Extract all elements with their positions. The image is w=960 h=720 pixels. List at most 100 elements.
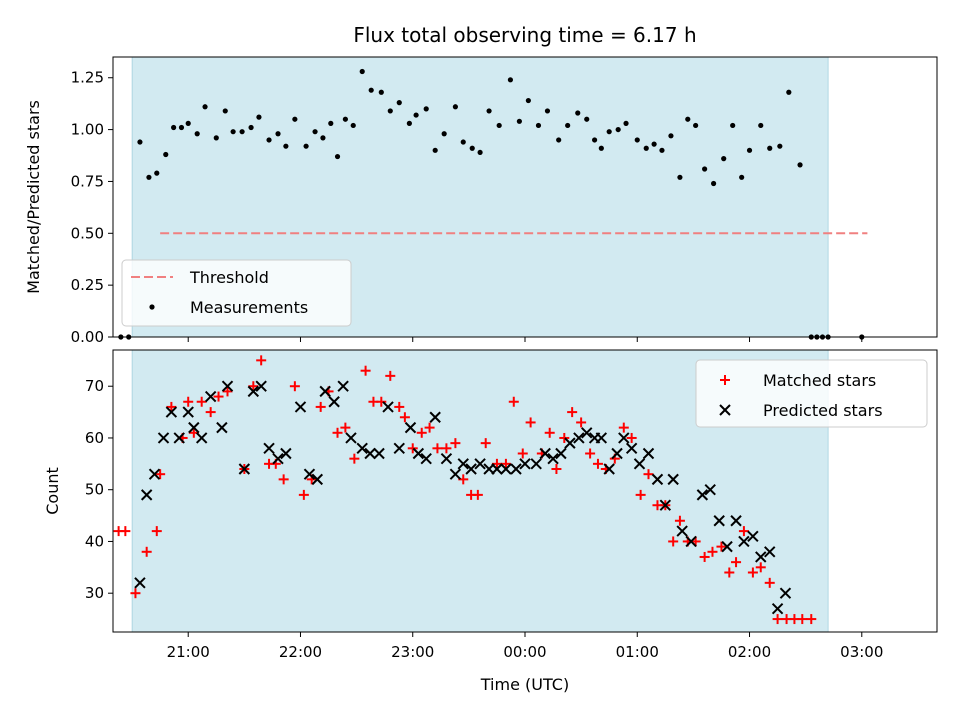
top-y-tick-label: 1.25 <box>71 69 104 87</box>
matched-star-point <box>256 355 267 366</box>
matched-star-point <box>716 541 727 552</box>
predicted-star-point <box>539 447 551 460</box>
matched-star-point <box>738 526 749 537</box>
matched-star-point <box>332 427 343 438</box>
matched-star-point <box>472 489 483 500</box>
predicted-star-point <box>491 463 503 475</box>
predicted-star-point <box>382 401 394 413</box>
measurement-point <box>486 108 492 114</box>
bottom-y-tick-label: 60 <box>85 429 104 447</box>
bottom-y-tick-label: 30 <box>85 584 104 602</box>
predicted-star-point <box>779 587 792 599</box>
predicted-star-point <box>510 463 522 475</box>
measurement-point <box>406 120 412 126</box>
predicted-star-point <box>738 535 750 548</box>
matched-star-point <box>699 551 710 562</box>
predicted-star-point <box>530 458 542 470</box>
predicted-star-point <box>547 452 559 465</box>
matched-star-point <box>480 438 491 449</box>
predicted-star-point <box>204 390 217 403</box>
matched-star-point <box>585 448 596 459</box>
predicted-star-point <box>337 380 349 392</box>
matched-star-point <box>432 443 443 454</box>
measurement-point <box>460 139 466 145</box>
measurement-point <box>320 135 326 141</box>
predicted-star-point <box>465 463 477 475</box>
predicted-star-point <box>319 385 331 398</box>
measurement-point <box>544 108 551 114</box>
measurement-point <box>710 180 717 187</box>
measurement-point <box>758 122 764 129</box>
measurement-point <box>146 174 152 180</box>
x-tick-label: 02:00 <box>728 643 771 661</box>
measurement-point <box>496 122 502 129</box>
x-axis-label: Time (UTC) <box>480 675 569 694</box>
matched-star-point <box>576 417 587 428</box>
matched-star-point <box>376 396 387 407</box>
measurement-point <box>275 131 281 137</box>
measurement-point <box>283 143 289 149</box>
matched-star-point <box>213 391 224 402</box>
measurement-point <box>202 104 208 110</box>
matched-star-point <box>508 396 519 407</box>
measurement-point <box>292 116 298 122</box>
matched-star-point <box>707 546 718 557</box>
measurement-point <box>535 122 542 129</box>
predicted-star-point <box>642 447 655 460</box>
matched-star-point <box>394 401 405 412</box>
measurement-point <box>248 124 254 131</box>
predicted-star-point <box>555 447 567 460</box>
matched-star-point <box>747 567 758 578</box>
measurement-point <box>693 122 699 129</box>
measurement-point <box>213 135 219 141</box>
matched-star-point <box>450 438 461 449</box>
matched-star-point <box>618 422 629 433</box>
predicted-star-point <box>676 525 688 537</box>
measurement-point <box>239 129 245 135</box>
predicted-star-point <box>611 447 623 460</box>
measurement-point <box>575 110 581 116</box>
measurement-point <box>615 126 621 133</box>
legend-matched-label: Matched stars <box>763 371 876 390</box>
legend-predicted-label: Predicted stars <box>763 401 883 420</box>
measurement-point <box>668 133 674 139</box>
legend-predicted-swatch <box>719 404 731 416</box>
measurement-point <box>643 145 649 151</box>
predicted-star-point <box>713 515 725 527</box>
predicted-star-point <box>345 432 357 444</box>
measurement-point <box>525 97 531 104</box>
x-tick-label: 23:00 <box>391 643 434 661</box>
matched-star-point <box>155 469 166 480</box>
predicted-star-point <box>272 452 284 465</box>
bottom-axes: 30 40 50 60 70 21:00 22:00 23:00 00:00 01:00 02:00… <box>85 377 883 661</box>
matched-star-point <box>407 443 418 454</box>
predicted-star-point <box>603 463 615 475</box>
predicted-star-point <box>221 380 234 392</box>
matched-star-point <box>797 614 808 625</box>
measurement-point <box>432 147 438 153</box>
measurement-point <box>413 112 419 118</box>
measurement-point <box>606 129 612 135</box>
matched-star-point <box>424 422 435 433</box>
predicted-star-point <box>755 551 767 563</box>
bottom-y-tick-label: 70 <box>85 377 104 395</box>
predicted-star-point <box>633 458 646 470</box>
top-legend: Threshold Measurements <box>121 259 352 327</box>
matched-star-point <box>806 614 817 625</box>
predicted-star-point <box>311 473 324 486</box>
matched-star-point <box>120 526 131 537</box>
predicted-star-point <box>356 442 368 455</box>
measurement-point <box>659 147 665 153</box>
measurement-point <box>556 137 562 143</box>
matched-star-point <box>151 526 162 537</box>
matched-star-point <box>340 422 351 433</box>
predicted-star-point <box>255 380 267 392</box>
measurement-point <box>230 129 236 135</box>
predicted-star-point <box>294 401 307 413</box>
matched-star-point <box>551 464 562 475</box>
measurement-point <box>328 120 334 126</box>
matched-star-point <box>315 401 326 412</box>
measurement-point <box>334 153 341 160</box>
predicted-star-point <box>474 458 486 470</box>
predicted-star-point <box>573 432 585 444</box>
